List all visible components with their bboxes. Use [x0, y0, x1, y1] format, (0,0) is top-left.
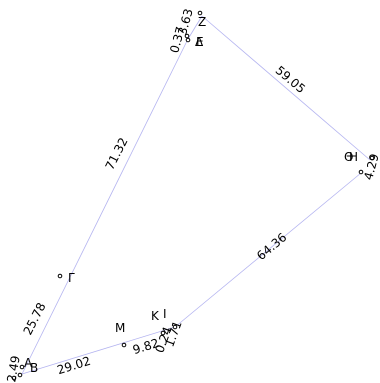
label-k: K — [151, 309, 160, 323]
point-b — [17, 372, 23, 378]
length-z-e-b: 3.63 — [175, 7, 195, 36]
edge-z-e — [187, 15, 203, 40]
edge-h-i — [174, 172, 362, 328]
length-a-b: 2.49 — [4, 355, 22, 383]
length-z-e: 0.37 — [167, 25, 187, 54]
length-h-theta: 4.29 — [361, 152, 380, 181]
point-m — [121, 342, 127, 348]
point-z — [197, 10, 203, 16]
point-b2 — [11, 375, 17, 381]
point-a — [19, 364, 25, 370]
label-gamma: Γ — [68, 271, 75, 285]
label-m: M — [115, 321, 125, 335]
point-h — [369, 155, 375, 161]
edge-z-h — [201, 15, 371, 161]
edge-b-z — [21, 38, 189, 375]
edge-i-b — [21, 326, 176, 375]
label-z: Z — [198, 15, 206, 29]
point-theta — [358, 169, 364, 175]
label-delta: Δ — [195, 35, 204, 49]
length-z-gamma: 71.32 — [103, 135, 131, 172]
label-e: E — [196, 35, 204, 49]
label-h: H — [349, 150, 358, 164]
point-delta — [184, 33, 190, 39]
point-i — [172, 324, 178, 330]
length-i-h: 64.36 — [254, 230, 289, 263]
point-e — [185, 37, 191, 43]
length-k-i-b: 1.71 — [162, 319, 184, 349]
label-theta: Θ — [344, 150, 353, 164]
label-b: B — [30, 361, 38, 375]
length-gamma-a: 25.78 — [21, 300, 49, 337]
length-z-h: 59.05 — [273, 63, 308, 96]
point-gamma — [57, 273, 63, 279]
point-k — [160, 330, 166, 336]
label-i: I — [163, 307, 167, 321]
length-b-m: 29.02 — [55, 354, 92, 377]
label-a: A — [24, 356, 33, 370]
